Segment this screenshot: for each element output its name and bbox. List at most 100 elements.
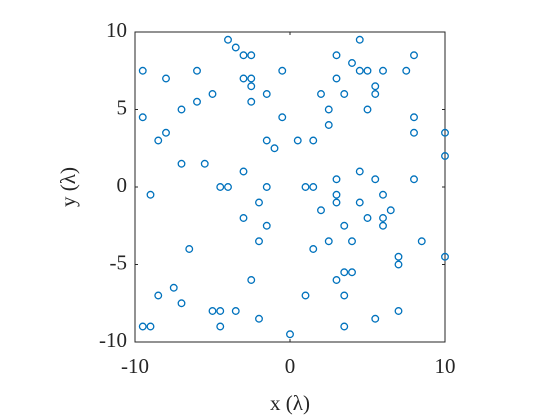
point xyxy=(262,221,271,230)
point xyxy=(410,175,418,184)
point xyxy=(138,322,147,331)
point xyxy=(394,252,403,261)
point xyxy=(348,237,356,246)
point xyxy=(355,198,364,207)
point xyxy=(278,66,287,75)
point xyxy=(293,136,302,145)
point xyxy=(177,105,186,114)
point xyxy=(262,90,271,98)
point xyxy=(247,74,256,83)
point xyxy=(402,66,411,75)
x-tick-label: -10 xyxy=(121,354,149,378)
point xyxy=(231,43,240,52)
point xyxy=(301,291,310,300)
point xyxy=(363,214,372,222)
point xyxy=(216,183,225,191)
plot-frame xyxy=(134,31,446,343)
point xyxy=(208,307,217,315)
y-tick-label: 5 xyxy=(117,95,128,119)
point xyxy=(417,237,426,246)
point xyxy=(410,113,418,122)
point xyxy=(224,35,232,44)
point xyxy=(441,252,449,261)
point xyxy=(355,35,364,44)
x-tick-label: 0 xyxy=(285,354,296,378)
point xyxy=(340,268,349,277)
point xyxy=(239,214,248,222)
point xyxy=(386,206,395,215)
point xyxy=(146,190,155,199)
x-tick-label: 10 xyxy=(435,354,456,378)
point xyxy=(340,221,349,230)
point xyxy=(286,330,294,339)
point xyxy=(355,66,364,75)
point xyxy=(340,322,349,331)
point xyxy=(255,237,263,246)
point xyxy=(332,51,341,60)
point xyxy=(193,66,201,75)
x-axis-label: x (λ) xyxy=(270,391,310,415)
point xyxy=(410,128,418,137)
point xyxy=(340,90,349,98)
point xyxy=(154,136,163,145)
point xyxy=(410,51,418,60)
point xyxy=(332,175,341,184)
point xyxy=(379,66,387,75)
point xyxy=(208,90,217,98)
point xyxy=(224,183,232,191)
point xyxy=(317,90,325,98)
point xyxy=(379,190,387,199)
point xyxy=(185,245,194,253)
point xyxy=(138,66,147,75)
point xyxy=(247,276,256,284)
point xyxy=(348,59,356,67)
point xyxy=(371,90,380,98)
point xyxy=(247,97,256,106)
point xyxy=(247,51,256,60)
point xyxy=(162,74,170,83)
point xyxy=(146,322,155,331)
point xyxy=(239,167,248,176)
point xyxy=(371,82,380,91)
point xyxy=(278,113,287,122)
point xyxy=(239,74,248,83)
point xyxy=(355,167,364,176)
point xyxy=(324,121,333,129)
point xyxy=(138,113,147,122)
y-tick-label: -10 xyxy=(99,328,127,352)
point xyxy=(255,314,263,323)
point xyxy=(332,198,341,207)
point xyxy=(441,152,449,160)
point xyxy=(231,307,240,315)
point xyxy=(247,82,256,91)
point xyxy=(332,74,341,83)
point xyxy=(441,128,449,137)
point xyxy=(324,237,333,246)
point xyxy=(177,159,186,168)
point xyxy=(309,183,318,191)
point xyxy=(332,276,341,284)
point xyxy=(270,144,279,153)
point xyxy=(324,105,333,114)
point xyxy=(255,198,263,207)
point xyxy=(301,183,310,191)
point xyxy=(262,136,271,145)
point xyxy=(379,221,387,230)
y-tick-label: 0 xyxy=(117,173,128,197)
point xyxy=(162,128,170,137)
point xyxy=(169,283,178,292)
point xyxy=(371,175,380,184)
point xyxy=(394,260,403,269)
point xyxy=(317,206,325,215)
point xyxy=(363,105,372,114)
y-axis-label: y (λ) xyxy=(56,167,80,207)
point xyxy=(154,291,163,300)
point xyxy=(394,307,403,315)
point xyxy=(193,97,201,106)
y-tick-label: -5 xyxy=(110,250,128,274)
point xyxy=(309,245,318,253)
point xyxy=(348,268,356,277)
point xyxy=(379,214,387,222)
